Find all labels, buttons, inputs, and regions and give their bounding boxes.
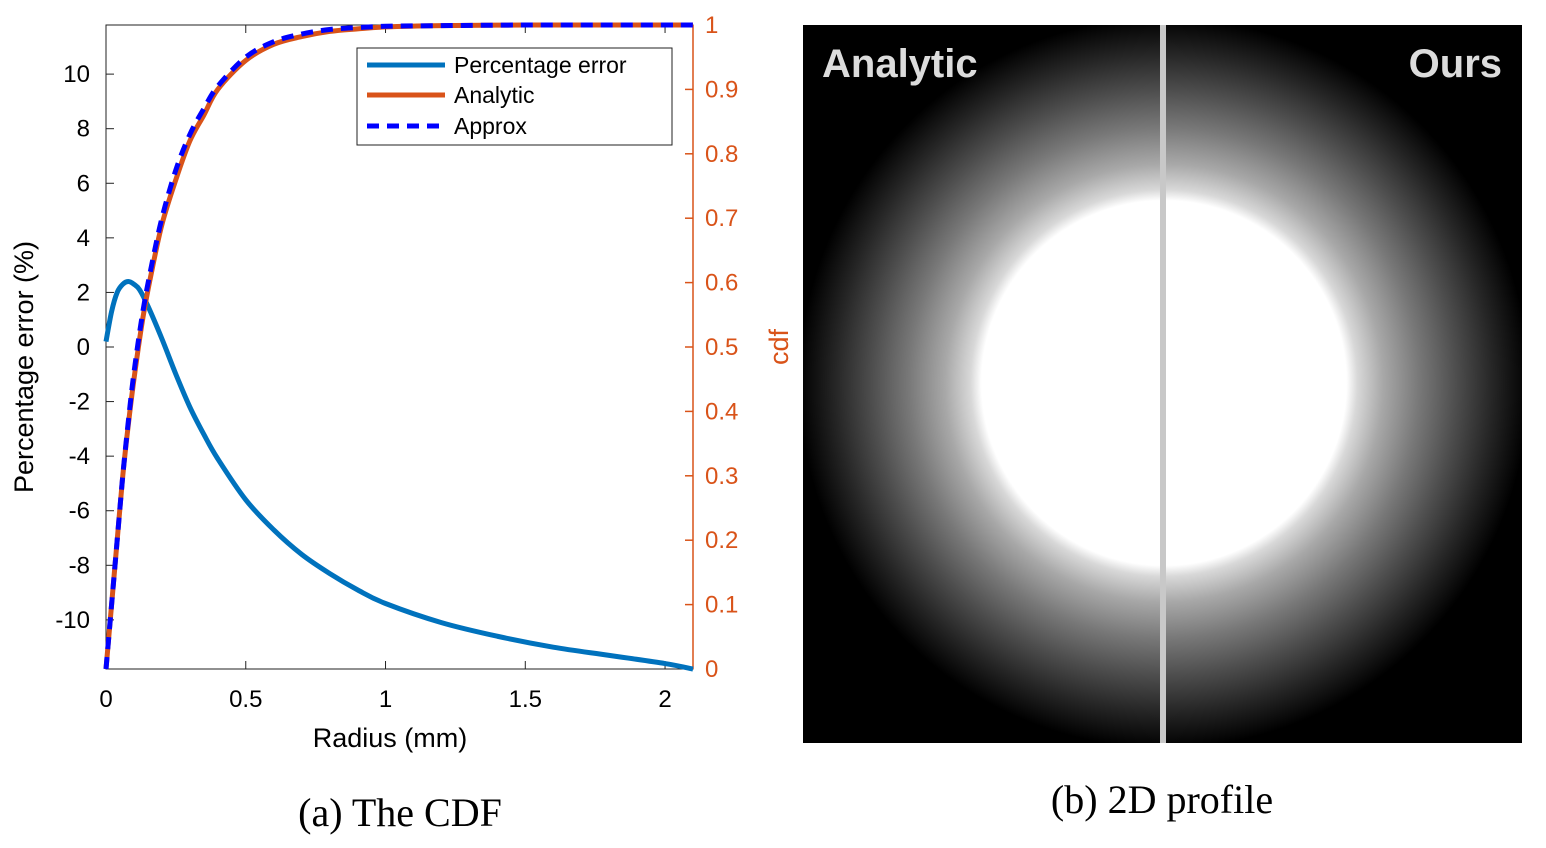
x-tick-label: 1.5 [509,686,542,713]
y-right-tick-label: 0.7 [705,205,738,232]
legend-label-analytic: Analytic [454,82,535,108]
x-tick-label: 2 [658,686,671,713]
series-layer [103,22,694,672]
y-left-tick-label: -8 [69,552,90,579]
y-right-tick-label: 0.4 [705,398,738,425]
y-right-tick-label: 0.5 [705,334,738,361]
profile-label-analytic: Analytic [822,42,978,86]
y-right-tick-label: 0.3 [705,463,738,490]
y-left-tick-label: 2 [77,279,90,306]
y-right-tick-label: 0.1 [705,592,738,619]
y-left-tick-label: -4 [69,443,90,470]
y-right-tick-label: 0 [705,656,718,683]
x-tick-label: 1 [379,686,392,713]
series-approx [103,22,693,670]
y-right-tick-label: 0.6 [705,270,738,297]
y-left-tick-label: 8 [77,116,90,143]
series-percentage-error [103,279,694,672]
profile-left-panel [803,25,1162,743]
y-left-tick-label: -10 [55,607,90,634]
y-left-tick-label: 6 [77,170,90,197]
y-left-tick-label: -2 [69,389,90,416]
x-tick-label: 0.5 [229,686,262,713]
y-axis-right-label: cdf [764,328,794,365]
right-axis: 0 0.1 0.2 0.3 0.4 0.5 0.6 0.7 0.8 0.9 1 [685,12,738,683]
profile-divider [1160,25,1166,743]
y-right-tick-label: 0.9 [705,76,738,103]
y-left-tick-label: -6 [69,498,90,525]
profile-right-disc [1166,25,1522,743]
y-left-tick-label: 0 [77,334,90,361]
legend-label-approx: Approx [454,113,527,139]
y-right-tick-label: 1 [705,12,718,39]
caption-a: (a) The CDF [298,790,502,835]
caption-b: (b) 2D profile [1051,777,1273,822]
x-axis-label: Radius (mm) [313,723,468,753]
y-left-tick-label: 4 [77,225,90,252]
x-tick-label: 0 [99,686,112,713]
profile-right-panel [1166,25,1522,743]
y-right-tick-label: 0.8 [705,141,738,168]
legend: Percentage error Analytic Approx [356,47,673,146]
profile-label-ours: Ours [1409,42,1502,86]
profile-2d: Analytic Ours (b) 2D profile [803,25,1522,822]
profile-left-disc [803,25,1162,743]
y-right-tick-label: 0.2 [705,527,738,554]
x-axis: 0 0.5 1 1.5 2 [99,25,672,713]
y-left-tick-label: 10 [63,61,90,88]
left-axis: 10 8 6 4 2 0 -2 -4 -6 -8 -10 [55,61,114,634]
y-axis-left-label: Percentage error (%) [9,241,39,493]
legend-label-percentage-error: Percentage error [454,52,627,78]
